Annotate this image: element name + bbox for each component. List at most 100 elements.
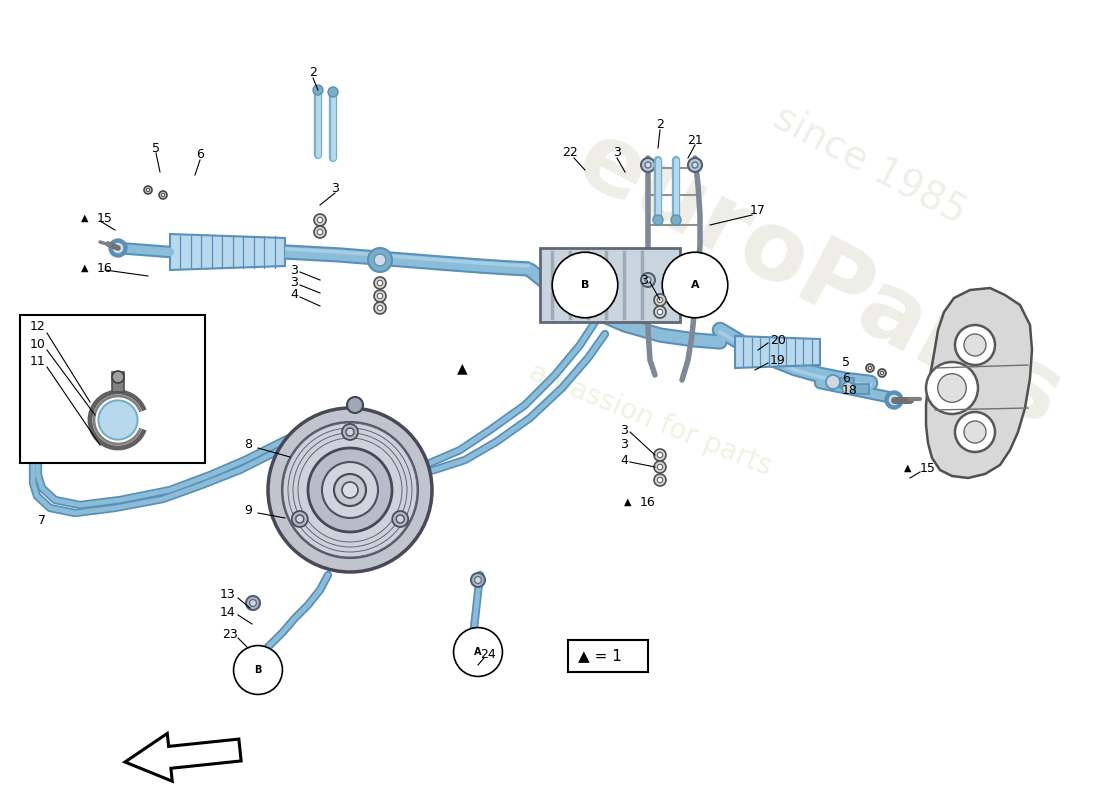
Circle shape xyxy=(692,162,698,168)
Circle shape xyxy=(374,290,386,302)
Text: A: A xyxy=(691,280,700,290)
Circle shape xyxy=(658,310,662,314)
Circle shape xyxy=(314,226,326,238)
Circle shape xyxy=(688,158,702,172)
Circle shape xyxy=(246,596,260,610)
FancyArrow shape xyxy=(125,734,241,782)
Text: 7: 7 xyxy=(39,514,46,526)
Polygon shape xyxy=(568,640,648,672)
Polygon shape xyxy=(735,336,820,368)
Polygon shape xyxy=(840,378,854,388)
Circle shape xyxy=(688,273,702,287)
Circle shape xyxy=(396,515,404,523)
Text: 16: 16 xyxy=(97,262,112,274)
Text: ▲ = 1: ▲ = 1 xyxy=(578,649,621,663)
Polygon shape xyxy=(112,372,124,392)
Text: 3: 3 xyxy=(290,263,298,277)
Circle shape xyxy=(377,294,383,298)
Circle shape xyxy=(937,374,966,402)
Circle shape xyxy=(955,325,996,365)
Polygon shape xyxy=(540,248,680,322)
Circle shape xyxy=(296,515,304,523)
Circle shape xyxy=(328,87,338,97)
Circle shape xyxy=(160,191,167,199)
Polygon shape xyxy=(20,315,205,463)
Text: 6: 6 xyxy=(196,149,204,162)
Text: 3: 3 xyxy=(640,274,648,286)
Text: since 1985: since 1985 xyxy=(768,98,972,232)
Circle shape xyxy=(671,215,681,225)
Circle shape xyxy=(654,294,666,306)
Circle shape xyxy=(471,573,485,587)
Text: 3: 3 xyxy=(331,182,339,194)
Circle shape xyxy=(474,577,482,583)
Text: 23: 23 xyxy=(222,629,238,642)
Text: 20: 20 xyxy=(770,334,785,346)
Circle shape xyxy=(282,422,418,558)
Text: 9: 9 xyxy=(244,503,252,517)
Polygon shape xyxy=(926,288,1032,478)
Circle shape xyxy=(112,371,124,383)
Circle shape xyxy=(317,230,322,234)
Circle shape xyxy=(658,452,662,458)
Text: 2: 2 xyxy=(656,118,664,131)
Polygon shape xyxy=(170,234,285,270)
Circle shape xyxy=(112,242,124,254)
Text: 18: 18 xyxy=(842,383,858,397)
Circle shape xyxy=(653,215,663,225)
Polygon shape xyxy=(680,263,710,307)
Text: 14: 14 xyxy=(220,606,235,618)
Circle shape xyxy=(880,371,883,374)
Circle shape xyxy=(842,382,854,394)
Circle shape xyxy=(346,428,354,436)
Text: 22: 22 xyxy=(562,146,578,159)
Circle shape xyxy=(314,214,326,226)
Text: 24: 24 xyxy=(480,649,496,662)
Circle shape xyxy=(964,421,986,443)
Circle shape xyxy=(98,400,138,440)
Circle shape xyxy=(654,306,666,318)
Circle shape xyxy=(334,474,366,506)
Circle shape xyxy=(322,462,378,518)
Circle shape xyxy=(645,277,651,283)
Text: ▲: ▲ xyxy=(81,263,89,273)
Text: 5: 5 xyxy=(152,142,160,154)
Text: 6: 6 xyxy=(842,371,850,385)
Text: ▲: ▲ xyxy=(456,361,468,375)
Text: 5: 5 xyxy=(842,357,850,370)
Circle shape xyxy=(268,408,432,572)
Circle shape xyxy=(292,511,308,527)
Circle shape xyxy=(314,85,323,95)
Text: 19: 19 xyxy=(770,354,785,366)
Text: 21: 21 xyxy=(688,134,703,146)
Circle shape xyxy=(374,254,386,266)
Circle shape xyxy=(654,449,666,461)
Circle shape xyxy=(393,511,408,527)
Text: 3: 3 xyxy=(290,277,298,290)
Circle shape xyxy=(878,369,886,377)
Text: B: B xyxy=(581,280,590,290)
Text: 11: 11 xyxy=(30,355,46,368)
Polygon shape xyxy=(855,384,869,394)
Circle shape xyxy=(342,424,358,440)
Circle shape xyxy=(250,599,256,606)
Circle shape xyxy=(888,394,900,406)
Circle shape xyxy=(955,412,996,452)
Circle shape xyxy=(346,397,363,413)
Text: B: B xyxy=(254,665,262,675)
Circle shape xyxy=(162,194,165,197)
Circle shape xyxy=(109,239,126,257)
Circle shape xyxy=(144,186,152,194)
Text: 3: 3 xyxy=(620,423,628,437)
Text: 15: 15 xyxy=(920,462,936,474)
Text: 10: 10 xyxy=(30,338,46,351)
Circle shape xyxy=(654,474,666,486)
Circle shape xyxy=(692,277,698,283)
Text: 12: 12 xyxy=(30,320,46,333)
Text: 8: 8 xyxy=(244,438,252,451)
Circle shape xyxy=(645,162,651,168)
Circle shape xyxy=(826,375,840,389)
Text: 3: 3 xyxy=(620,438,628,451)
Text: 3: 3 xyxy=(613,146,620,159)
Circle shape xyxy=(308,448,392,532)
